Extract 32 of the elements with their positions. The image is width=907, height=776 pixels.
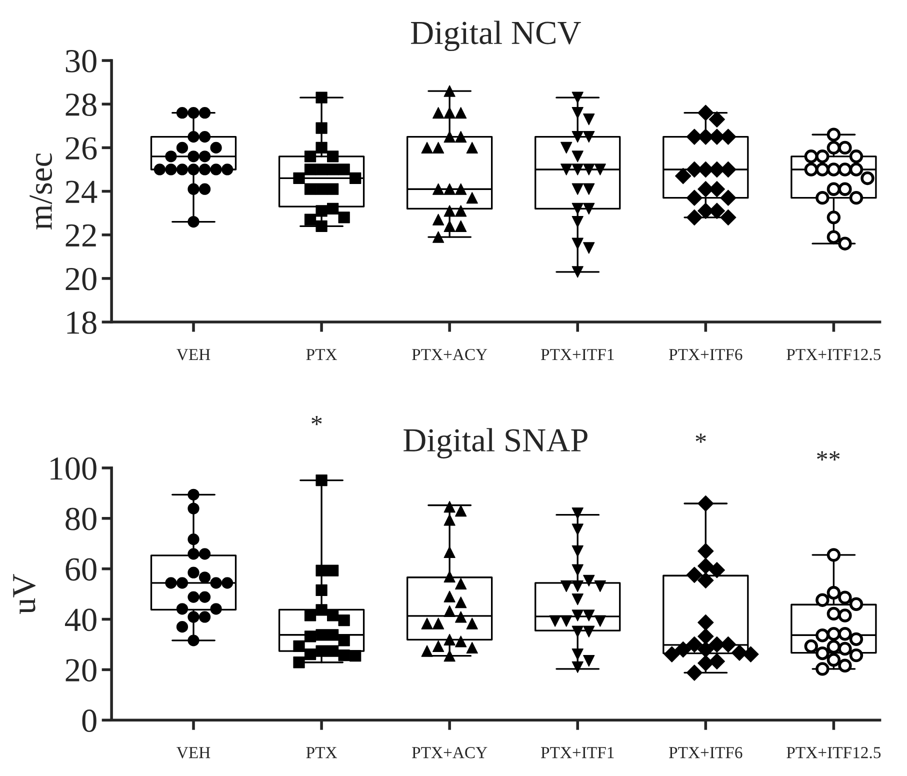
y-tick-label: 20 bbox=[66, 268, 96, 290]
chart-title: Digital NCV bbox=[410, 20, 581, 52]
text: * bbox=[312, 416, 322, 426]
x-tick-label: PTX+ITF1 bbox=[540, 747, 614, 758]
x-tick-label: PTX+ITF6 bbox=[669, 747, 742, 758]
x-tick-label: PTX+ITF12.5 bbox=[786, 348, 881, 360]
text: ** bbox=[817, 451, 840, 460]
x-tick-label: PTX+ITF12.5 bbox=[786, 747, 881, 758]
y-axis-title: m/sec bbox=[30, 153, 52, 230]
y-tick-label: 30 bbox=[66, 50, 96, 72]
x-tick-label: PTX bbox=[306, 349, 337, 360]
y-tick-label: 80 bbox=[66, 508, 96, 530]
x-tick-label: PTX+ACY bbox=[412, 348, 488, 360]
y-tick-label: 22 bbox=[66, 224, 96, 246]
y-tick-label: 60 bbox=[66, 558, 96, 581]
y-axis-title: uV bbox=[13, 574, 36, 614]
y-tick-label: 0 bbox=[82, 710, 96, 732]
x-tick-label: VEH bbox=[176, 349, 210, 360]
y-tick-label: 20 bbox=[66, 659, 96, 682]
x-tick-label: PTX+ITF6 bbox=[669, 348, 742, 360]
x-tick-label: PTX bbox=[306, 747, 337, 758]
x-tick-label: PTX+ITF1 bbox=[540, 348, 614, 360]
y-tick-label: 24 bbox=[66, 180, 98, 203]
x-tick-label: VEH bbox=[176, 747, 210, 758]
x-tick-label: PTX+ACY bbox=[412, 747, 488, 758]
y-tick-label: 26 bbox=[66, 137, 97, 160]
y-tick-label: 28 bbox=[66, 94, 96, 116]
text: * bbox=[696, 434, 706, 443]
chart-title: Digital SNAP bbox=[404, 428, 588, 458]
y-tick-label: 40 bbox=[64, 608, 96, 632]
y-tick-label: 100 bbox=[50, 457, 96, 480]
y-tick-label: 18 bbox=[67, 311, 96, 334]
